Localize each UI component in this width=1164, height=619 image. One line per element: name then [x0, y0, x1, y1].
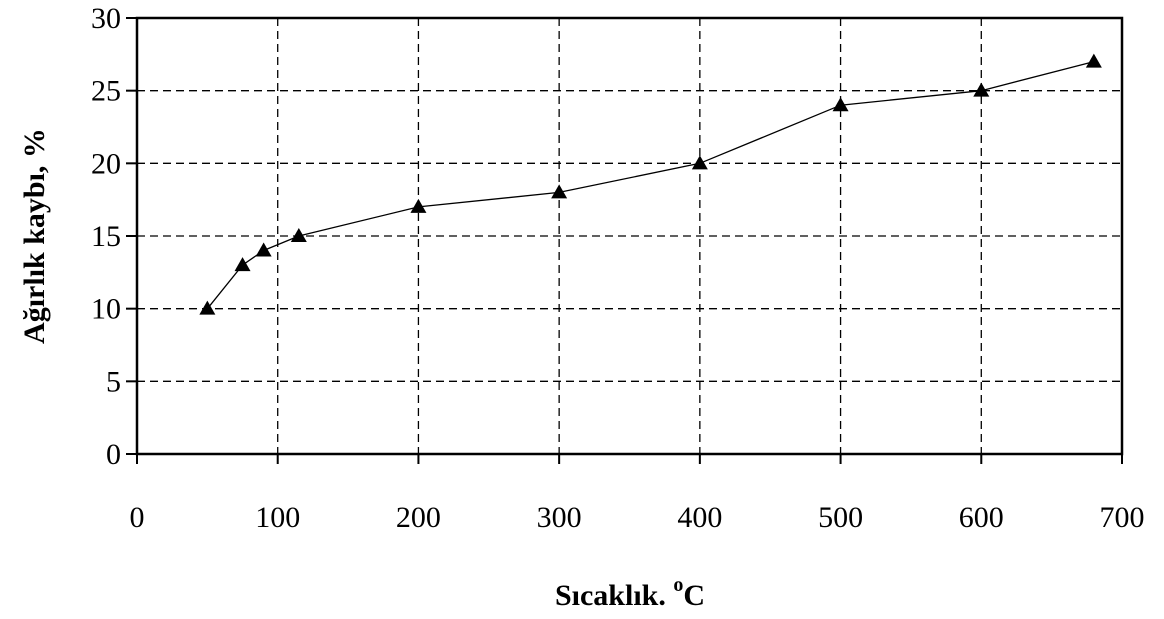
x-axis-label-text: Sıcaklık.	[555, 579, 673, 612]
x-tick-label: 500	[818, 501, 863, 534]
x-tick-label: 400	[677, 501, 722, 534]
data-point-triangle	[551, 184, 568, 199]
y-tick-labels: 0 5 10 15 20 25 30	[91, 2, 121, 471]
y-tick-label: 20	[91, 147, 121, 180]
y-tick-label: 25	[91, 75, 121, 108]
series-layer	[199, 53, 1102, 315]
series-line	[206, 60, 1095, 310]
y-tick-label: 15	[91, 220, 121, 253]
y-tick-label: 30	[91, 2, 121, 35]
x-tick-label: 200	[396, 501, 441, 534]
x-axis-label-degree: o	[673, 574, 683, 596]
data-point-triangle	[255, 242, 272, 257]
data-point-triangle	[1085, 53, 1102, 68]
axis-ticks	[126, 17, 1123, 464]
y-tick-label: 0	[106, 438, 121, 471]
x-tick-label: 300	[537, 501, 582, 534]
x-tick-labels: 0 100 200 300 400 500 600 700	[130, 501, 1145, 534]
data-point-triangle	[199, 300, 216, 315]
data-point-triangle	[691, 155, 708, 170]
x-tick-label: 0	[130, 501, 145, 534]
data-point-triangle	[234, 257, 251, 272]
y-tick-label: 10	[91, 293, 121, 326]
x-axis-label: Sıcaklık. oC	[555, 574, 705, 612]
data-point-triangle	[410, 198, 427, 213]
data-point-triangle	[973, 82, 990, 97]
gridlines	[137, 18, 1122, 454]
data-point-triangle	[290, 228, 307, 242]
y-tick-label: 5	[106, 365, 121, 398]
data-point-triangle	[832, 97, 849, 112]
x-axis-label-unit: C	[683, 579, 705, 612]
x-tick-label: 100	[255, 501, 300, 534]
x-tick-label: 600	[959, 501, 1004, 534]
x-tick-label: 700	[1100, 501, 1145, 534]
y-axis-label: Ağırlık kaybı, %	[18, 128, 51, 344]
